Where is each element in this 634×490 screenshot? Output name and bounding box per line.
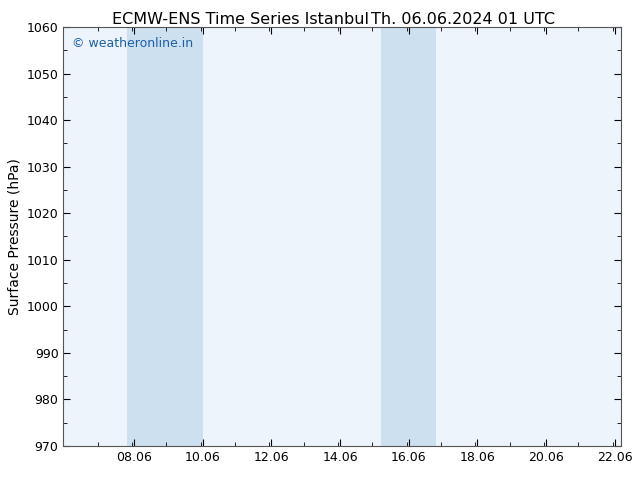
Text: © weatheronline.in: © weatheronline.in bbox=[72, 37, 193, 50]
Text: Th. 06.06.2024 01 UTC: Th. 06.06.2024 01 UTC bbox=[371, 12, 555, 27]
Bar bbox=[381, 27, 436, 446]
Y-axis label: Surface Pressure (hPa): Surface Pressure (hPa) bbox=[7, 158, 21, 315]
Text: ECMW-ENS Time Series Istanbul: ECMW-ENS Time Series Istanbul bbox=[112, 12, 370, 27]
Bar bbox=[127, 27, 203, 446]
